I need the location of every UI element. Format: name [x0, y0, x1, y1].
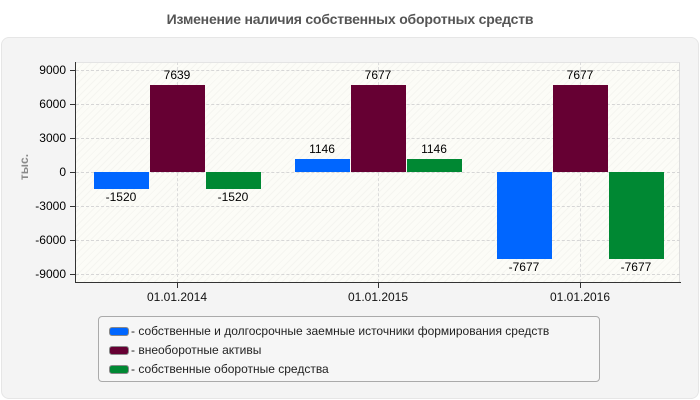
y-tick — [70, 138, 75, 139]
x-axis-line — [75, 282, 681, 283]
bar-2-1 — [552, 84, 608, 172]
value-label: 7677 — [566, 67, 594, 82]
y-tick — [70, 104, 75, 105]
vertical-gridline — [580, 62, 581, 282]
y-tick — [70, 70, 75, 71]
value-label: 7677 — [364, 67, 392, 82]
x-tick — [177, 283, 178, 288]
chart-title: Изменение наличия собственных оборотных … — [166, 11, 534, 27]
y-tick — [70, 206, 75, 207]
y-tick — [70, 240, 75, 241]
y-tick — [70, 274, 75, 275]
legend-label: - внеоборотные активы — [131, 343, 262, 357]
legend-label: - собственные оборотные средства — [131, 362, 329, 376]
bar-0-1 — [149, 85, 205, 172]
vertical-gridline — [177, 62, 178, 282]
y-tick-label: 0 — [59, 165, 66, 179]
y-tick — [70, 172, 75, 173]
legend-label: - собственные и долгосрочные заемные ист… — [131, 324, 550, 338]
value-label: -7677 — [508, 260, 540, 274]
legend-swatch-green — [109, 364, 129, 374]
x-tick — [580, 283, 581, 288]
legend-swatch-maroon — [109, 345, 129, 355]
y-tick-label: 3000 — [39, 131, 66, 145]
value-label: -1520 — [217, 190, 249, 205]
x-tick-label: 01.01.2016 — [549, 290, 611, 304]
value-label: 7639 — [163, 68, 191, 83]
bar-1-2 — [406, 159, 462, 172]
y-tick-label: -3000 — [35, 199, 66, 213]
legend: - собственные и долгосрочные заемные ист… — [98, 316, 600, 382]
value-label: 1146 — [421, 142, 447, 156]
bar-1-1 — [350, 84, 406, 172]
y-tick-label: 9000 — [39, 63, 66, 77]
vertical-gridline — [378, 62, 379, 282]
legend-swatch-blue — [109, 326, 129, 336]
bar-2-2 — [608, 172, 664, 259]
y-tick-label: -6000 — [35, 233, 66, 247]
bar-0-2 — [205, 172, 261, 190]
legend-item-working-capital: - собственные оборотные средства — [109, 361, 329, 377]
x-tick — [378, 283, 379, 288]
value-label: -7677 — [620, 260, 652, 274]
y-axis-line — [75, 62, 76, 283]
x-tick-label: 01.01.2015 — [347, 290, 409, 304]
bar-2-0 — [496, 172, 552, 259]
bar-1-0 — [294, 159, 350, 172]
y-tick-label: 6000 — [39, 97, 66, 111]
legend-item-noncurrent-assets: - внеоборотные активы — [109, 342, 261, 358]
value-label: -1520 — [105, 190, 137, 205]
x-tick-label: 01.01.2014 — [146, 290, 208, 304]
value-label: 1146 — [309, 142, 335, 156]
y-tick-label: -9000 — [35, 267, 66, 281]
bar-0-0 — [93, 172, 149, 190]
legend-item-sources: - собственные и долгосрочные заемные ист… — [109, 323, 549, 339]
